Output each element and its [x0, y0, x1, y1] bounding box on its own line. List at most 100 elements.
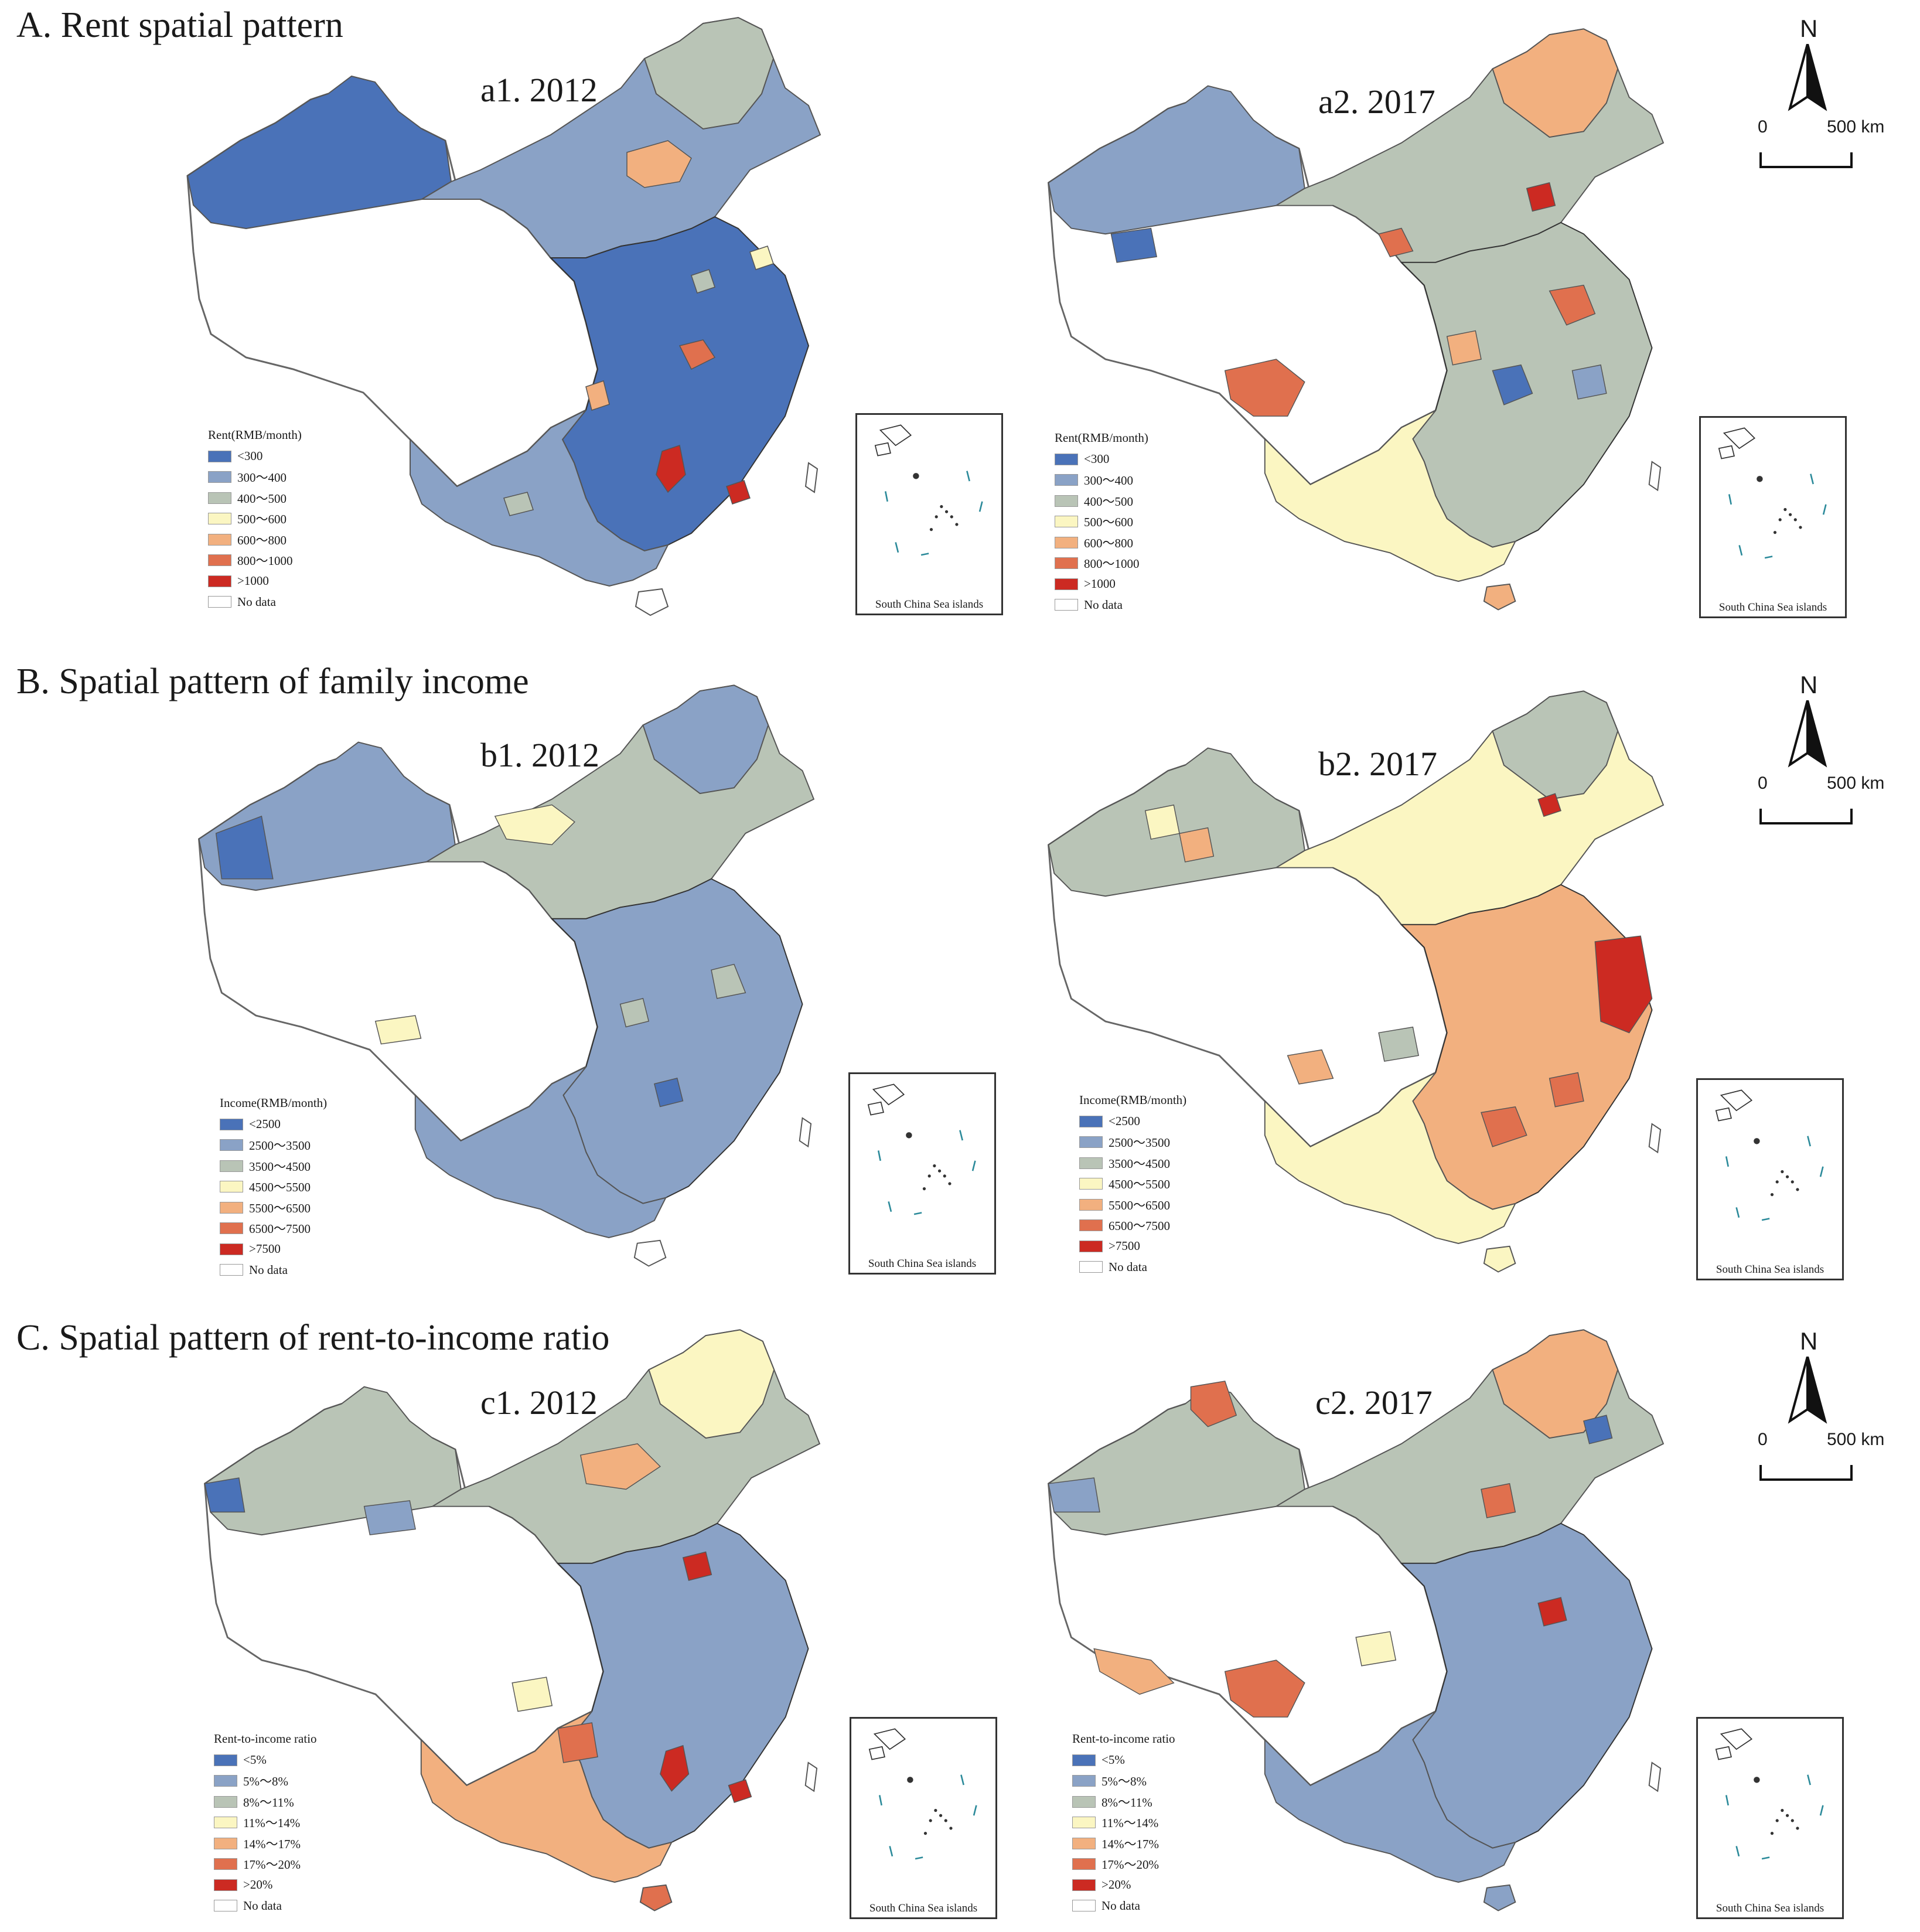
legend-swatch: [214, 1775, 237, 1787]
inset-label: South China Sea islands: [875, 598, 984, 611]
map-region-xinjiang: [1048, 85, 1305, 235]
legend-item: 3500～4500: [220, 1156, 327, 1177]
legend-item: >7500: [1079, 1236, 1186, 1257]
legend-label: >1000: [1084, 577, 1116, 591]
north-arrow-icon: [1788, 1357, 1827, 1424]
inset-label: South China Sea islands: [1718, 601, 1827, 614]
inset-map-a2: South China Sea islands: [1699, 416, 1847, 618]
map-patch-1: [494, 804, 575, 846]
legend-swatch: [208, 492, 231, 504]
legend-item: 300～400: [208, 467, 302, 488]
panel-c1: c1. 2012 Rent-to-income ratio <5% 5%～8% …: [187, 1318, 1019, 1928]
legend-item: >1000: [208, 571, 302, 592]
legend-label: 400～500: [1084, 494, 1133, 509]
taiwan-island: [1648, 1123, 1662, 1154]
legend-label: No data: [243, 1898, 282, 1913]
legend-label: 8%～11%: [1101, 1795, 1152, 1810]
china-map-c1: [204, 1329, 821, 1911]
map-patch-1: [1190, 1381, 1237, 1427]
legend-swatch: [214, 1754, 237, 1766]
legend-label: No data: [1109, 1259, 1147, 1274]
legend-label: 4500～5500: [249, 1180, 311, 1195]
map-patch-5: [1378, 1026, 1419, 1062]
legend-swatch: [1055, 453, 1078, 465]
legend-label: 6500～7500: [1109, 1219, 1170, 1234]
legend-item: No data: [1055, 595, 1148, 616]
scale-max-label: 500 km: [1827, 1430, 1885, 1449]
map-patch-2: [1526, 182, 1556, 212]
legend-swatch: [1079, 1115, 1103, 1127]
inset-map-a1: South China Sea islands: [855, 413, 1003, 615]
scale-zero-label: 0: [1758, 1430, 1768, 1449]
legend-label: 8%～11%: [243, 1795, 294, 1810]
legend-swatch: [220, 1181, 243, 1193]
legend-swatch: [220, 1243, 243, 1255]
legend-item: 400～500: [1055, 490, 1148, 512]
south-china-sea-islands-icon: [874, 424, 983, 556]
map-patch-6: [1144, 804, 1180, 840]
legend-swatch: [208, 513, 231, 525]
map-region-xinjiang: [204, 1386, 462, 1536]
legend-label: 500～600: [1084, 515, 1133, 530]
legend-label: No data: [249, 1262, 288, 1277]
north-label: N: [1800, 671, 1818, 698]
china-map-a2: [1048, 28, 1665, 611]
hainan-island: [1483, 583, 1516, 611]
map-patch-3: [363, 1500, 416, 1536]
map-patch-5: [1492, 364, 1533, 406]
legend-b1: Income(RMB/month) <2500 2500～3500 3500～4…: [220, 1096, 327, 1280]
legend-swatch: [214, 1837, 237, 1849]
panel-a2: a2. 2017 Rent(RMB/month) <300 300～400 40…: [1037, 18, 1847, 639]
legend-item: 11%～14%: [214, 1812, 317, 1834]
hainan-island: [635, 588, 669, 616]
panel-title-c1: c1. 2012: [480, 1384, 598, 1422]
legend-label: 600～800: [1084, 536, 1133, 550]
legend-swatch: [1072, 1795, 1096, 1808]
legend-item: 14%～17%: [1072, 1833, 1175, 1854]
map-patch-5: [619, 997, 650, 1028]
inset-label: South China Sea islands: [1716, 1263, 1824, 1276]
hainan-island: [1483, 1884, 1516, 1911]
legend-label: 5%～8%: [1101, 1774, 1147, 1789]
legend-item: 2500～3500: [1079, 1132, 1186, 1153]
map-patch-3: [1481, 1106, 1527, 1147]
legend-label: <300: [237, 449, 263, 464]
legend-item: No data: [220, 1260, 327, 1281]
legend-item: 500～600: [1055, 512, 1148, 533]
legend-label: 400～500: [237, 491, 287, 506]
map-patch-8: [557, 1722, 598, 1763]
legend-swatch: [208, 450, 231, 462]
map-patch-6: [682, 1551, 712, 1581]
map-patch-6: [749, 246, 774, 270]
map-patch-3: [1549, 284, 1596, 326]
legend-item: 6500～7500: [1079, 1215, 1186, 1236]
legend-swatch: [214, 1900, 237, 1912]
legend-swatch: [220, 1160, 243, 1172]
legend-label: 5500～6500: [1109, 1198, 1170, 1212]
legend-label: <2500: [249, 1117, 281, 1132]
legend-label: >7500: [1109, 1239, 1140, 1253]
china-map-b2: [1048, 690, 1665, 1273]
panel-title-a1: a1. 2012: [480, 71, 598, 109]
legend-swatch: [220, 1201, 243, 1214]
legend-swatch: [1079, 1219, 1103, 1232]
map-patch-8: [691, 269, 715, 294]
inset-label: South China Sea islands: [1716, 1902, 1824, 1914]
legend-title: Rent(RMB/month): [208, 428, 302, 442]
map-region-south: [414, 1066, 667, 1238]
map-region-inner-mongolia-east: [1492, 690, 1619, 800]
panel-title-c2: c2. 2017: [1315, 1384, 1433, 1422]
map-patch-1: [579, 1443, 661, 1490]
map-patch-8: [1378, 227, 1414, 257]
map-patch-2: [204, 1477, 245, 1513]
legend-swatch: [1079, 1178, 1103, 1190]
panel-c2: c2. 2017 Rent-to-income ratio <5% 5%～8% …: [1037, 1318, 1846, 1928]
legend-item: 3500～4500: [1079, 1153, 1186, 1174]
south-china-sea-islands-icon: [1715, 1728, 1824, 1860]
legend-item: 14%～17%: [214, 1833, 317, 1854]
legend-label: >20%: [1101, 1878, 1131, 1892]
legend-swatch: [1072, 1754, 1096, 1766]
legend-label: 14%～17%: [243, 1836, 301, 1851]
legend-item: No data: [208, 592, 302, 613]
legend-item: <300: [208, 446, 302, 467]
